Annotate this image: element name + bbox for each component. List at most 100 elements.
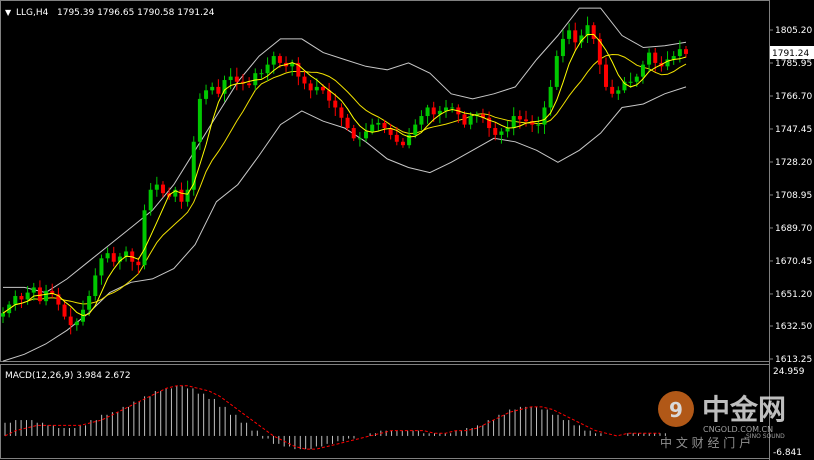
macd-label: MACD(12,26,9) 3.984 2.672 [5,371,131,381]
bollinger-bands [2,7,687,362]
candle [234,67,239,91]
price-tick-label: 1670.45 [775,257,812,267]
candle [154,176,159,197]
candle [364,123,369,142]
candle [530,115,535,133]
candle [210,82,215,95]
price-tick-label: 1785.95 [775,59,812,69]
bollinger-lower-band [2,86,687,362]
candle [265,57,270,81]
watermark-slogan: 中 文 财 经 门 户 [660,435,751,450]
candle [407,128,412,149]
candle [431,101,436,122]
candle [474,111,479,123]
candle [413,119,418,139]
candle [548,79,553,116]
candle [628,72,633,88]
candle [87,290,92,317]
price-tick-label: 1689.70 [775,224,812,234]
candle [351,124,356,142]
ohlc-values: 1795.39 1796.65 1790.58 1791.24 [57,8,215,18]
candle [640,60,645,84]
candle [480,108,485,123]
candle [487,111,492,137]
candle [74,318,79,331]
macd-top-value: 24.959 [773,367,805,377]
price-tick-label: 1766.70 [775,92,812,102]
price-tick-label: 1728.20 [775,158,812,168]
candle [591,22,596,45]
candle [671,51,676,65]
candles-group [1,16,688,335]
moving-average-path [2,34,687,317]
candle [345,114,350,131]
candle [13,290,18,311]
macd-signal-path [4,385,660,450]
candle [573,22,578,51]
candle [111,246,116,267]
watermark-logo-icon [658,391,694,427]
candle [622,77,627,94]
candle [308,80,313,99]
candle [597,33,602,74]
candle [124,246,129,262]
macd-bottom-value: -6.841 [773,448,802,458]
candle [197,93,202,151]
watermark-logo-mark: 9 [669,398,683,422]
watermark: 9 中金网 CNGOLD.COM.CN SINO SOUND 中 文 财 经 门… [658,391,786,450]
candle [296,57,301,86]
candle [468,112,473,130]
candle [604,57,609,91]
candle [1,307,5,323]
candle [160,181,165,198]
price-tick-label: 1747.45 [775,125,812,135]
candle [357,132,362,147]
watermark-brand: 中金网 [702,393,786,426]
watermark-domain: CNGOLD.COM.CN [703,425,773,434]
candle [148,183,153,216]
macd-signal-line [4,385,660,450]
candle [388,123,393,140]
candle [339,103,344,127]
dropdown-triangle-icon[interactable]: ▼ [5,8,12,17]
price-tick-label: 1651.20 [775,290,812,300]
candle [222,75,227,102]
macd-histogram [4,385,666,450]
candle [505,120,510,138]
candle [647,48,652,73]
candle [56,287,61,311]
candle [253,68,258,91]
price-tick-label: 1708.95 [775,191,812,201]
candle [314,78,319,95]
candle [179,182,184,209]
candle [247,77,252,88]
bollinger-upper-band [3,7,687,294]
candle [19,292,24,309]
candle [259,69,264,79]
candle [536,116,541,134]
candle [450,103,455,113]
candle [327,82,332,108]
candle [419,110,424,131]
candle [610,79,615,98]
candle [68,307,73,335]
candle [62,300,67,320]
candle [684,46,688,58]
moving-average-line [2,34,687,317]
candle [524,110,529,127]
candle [142,204,147,270]
candle [93,268,98,301]
candle [191,136,196,196]
header: ▼ LLG,H4 1795.39 1796.65 1790.58 1791.24 [5,8,215,18]
candle [173,186,178,202]
candle [511,107,516,136]
candle [400,138,405,148]
candle [542,101,547,134]
candle [130,248,135,271]
bollinger-middle-band [2,53,687,314]
candle [462,111,467,128]
current-price-marker: 1791.24 [770,46,814,59]
candle [560,29,565,63]
current-price-label: 1791.24 [772,49,809,59]
